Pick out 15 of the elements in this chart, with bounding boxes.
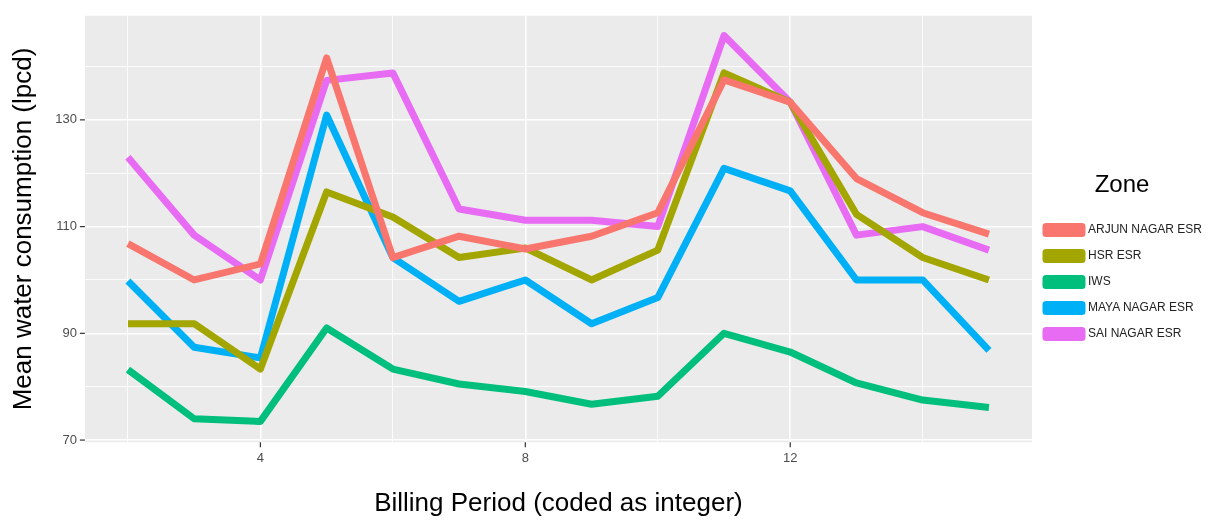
x-tick-label: 8 [521, 449, 529, 465]
x-tick-label: 4 [256, 449, 265, 465]
x-axis-title: Billing Period (coded as integer) [374, 486, 743, 517]
legend-label: MAYA NAGAR ESR [1087, 300, 1194, 315]
x-tick-label: 12 [783, 449, 798, 465]
y-axis-title: Mean water consumption (lpcd) [6, 47, 37, 411]
y-tick-label: 90 [62, 324, 77, 340]
legend-label: SAI NAGAR ESR [1087, 326, 1182, 341]
legend-label: HSR ESR [1087, 248, 1142, 263]
y-tick-label: 130 [55, 111, 77, 127]
y-tick-label: 70 [62, 431, 77, 447]
y-tick-label: 110 [56, 218, 77, 234]
legend-label: ARJUN NAGAR ESR [1087, 222, 1203, 237]
legend-label: IWS [1087, 274, 1111, 289]
legend-title: Zone [1094, 169, 1150, 197]
